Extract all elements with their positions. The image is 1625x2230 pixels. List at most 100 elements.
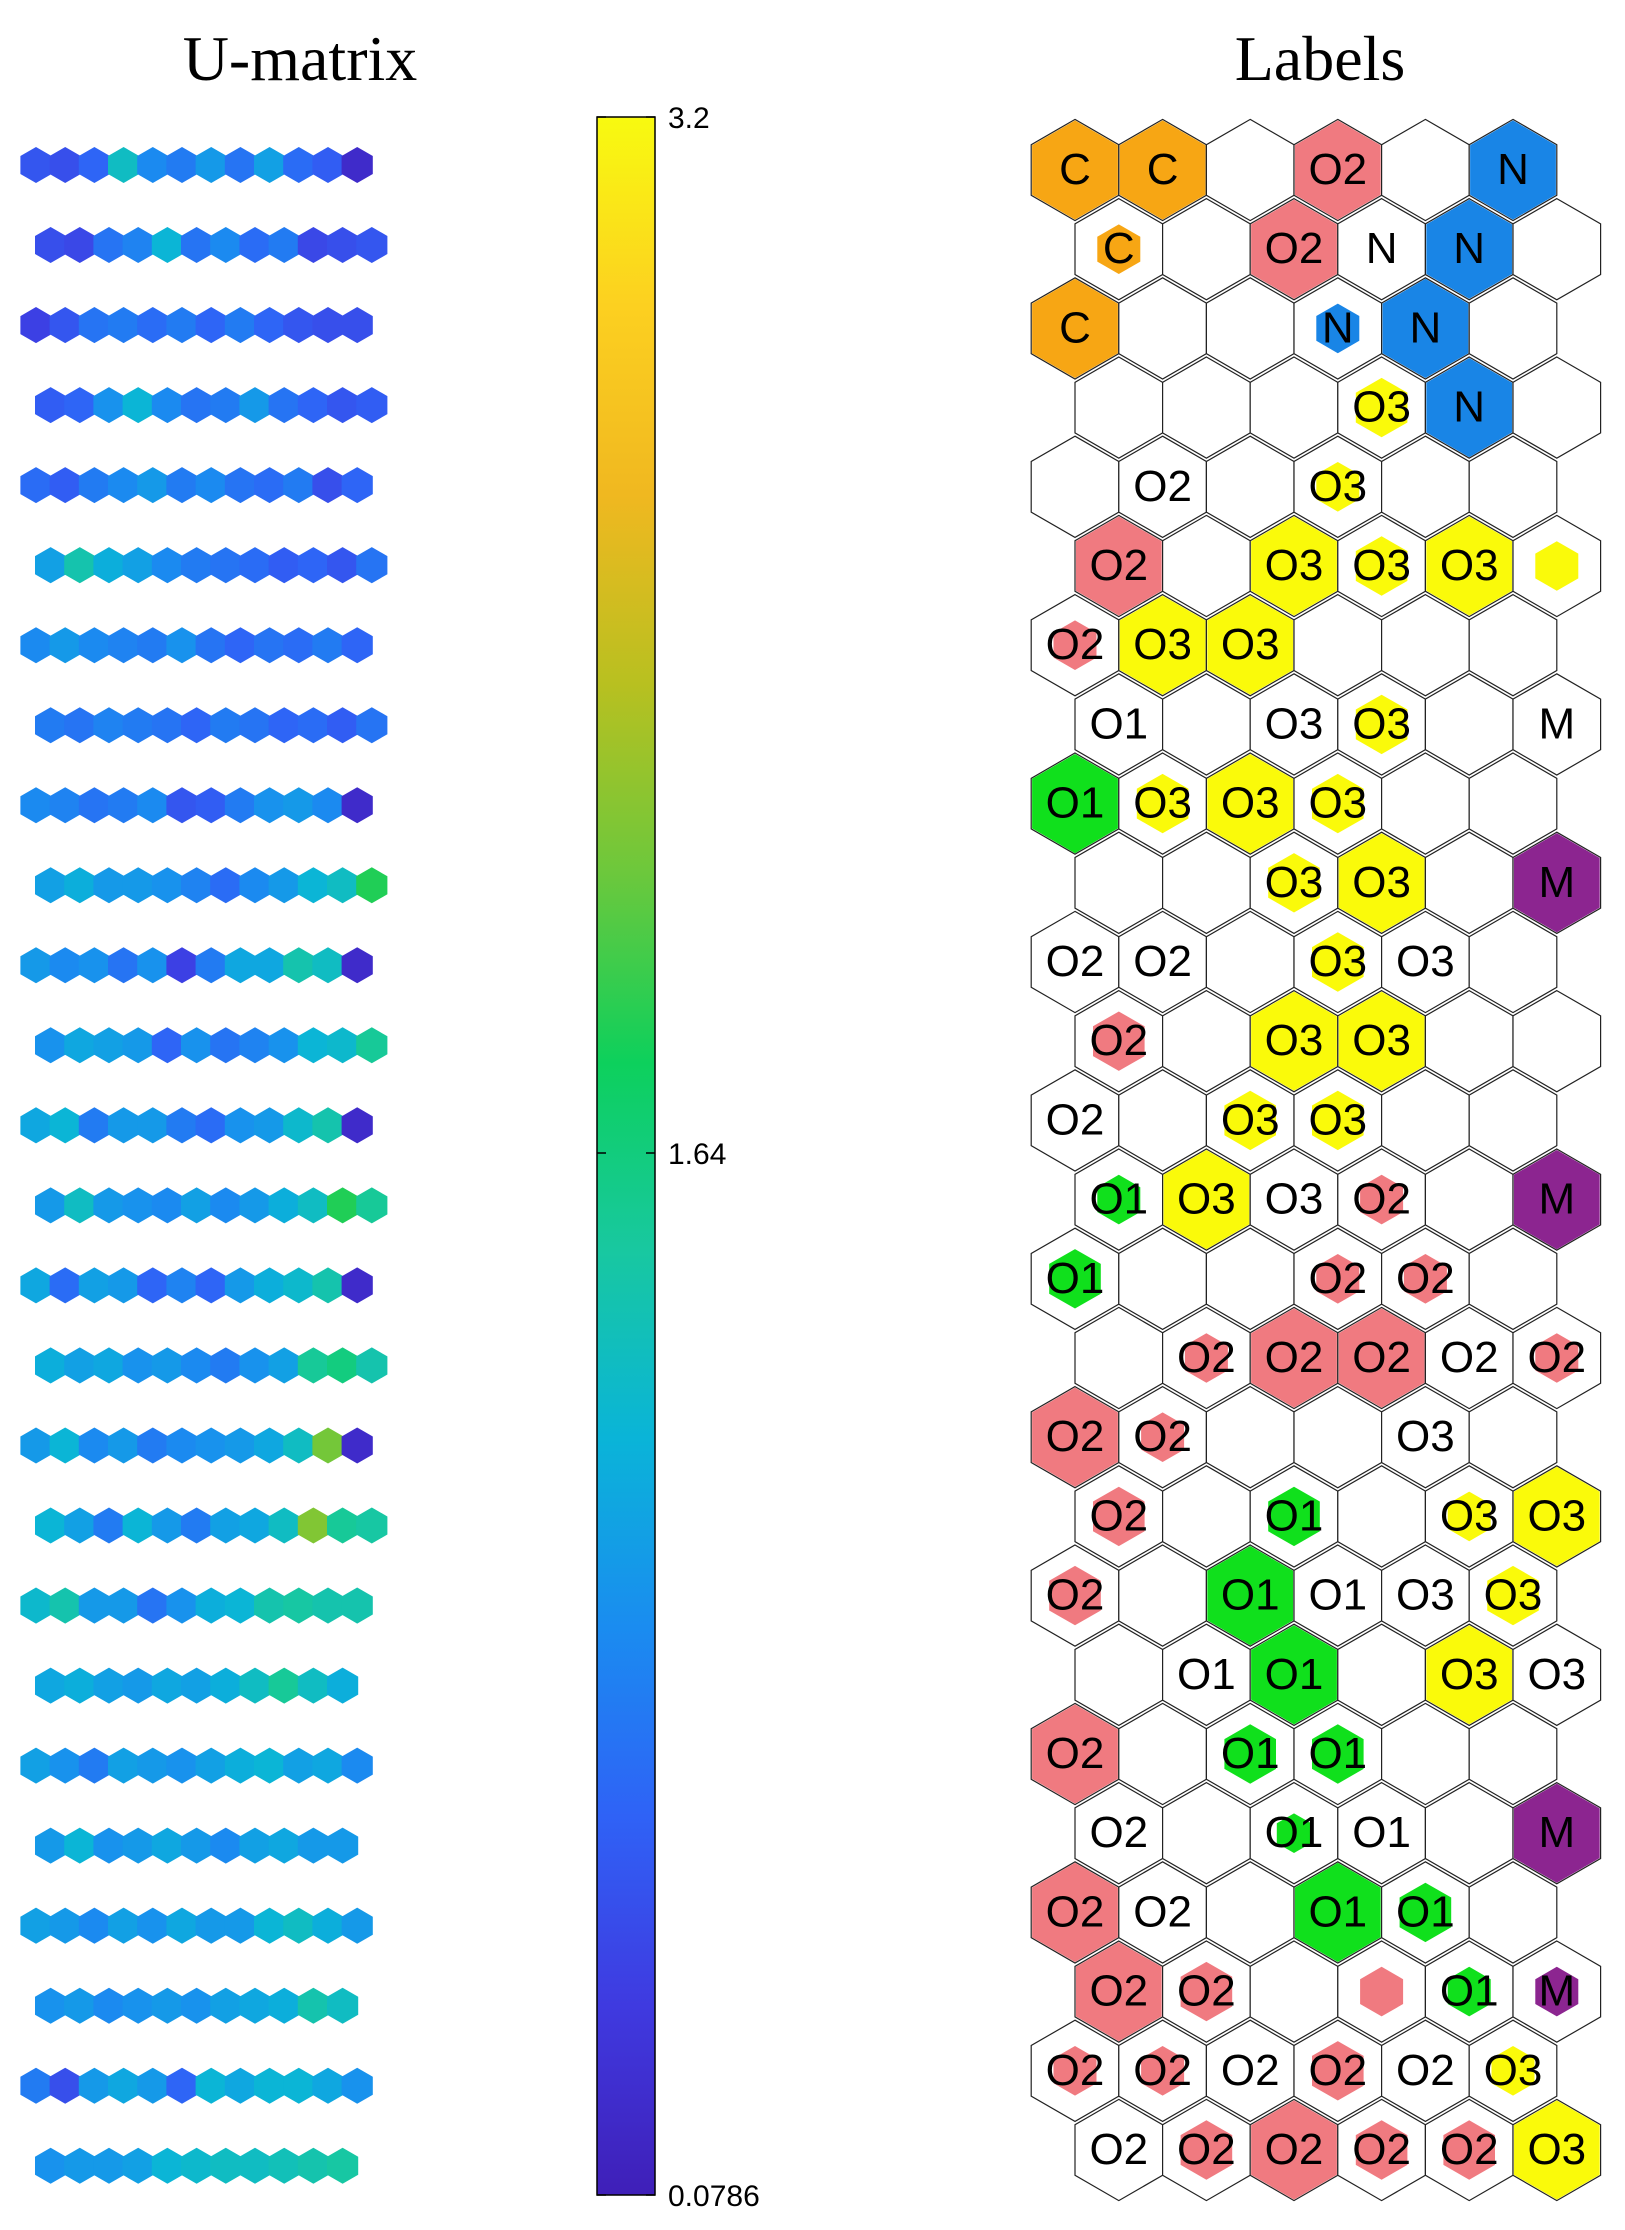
- label-text: M: [1538, 1808, 1575, 1857]
- label-text: O3: [1527, 1491, 1586, 1540]
- umatrix-cell: [341, 1747, 373, 1784]
- umatrix-cell: [297, 1347, 329, 1384]
- label-cell: [1030, 435, 1120, 539]
- umatrix-cell: [181, 1667, 213, 1704]
- umatrix-cell: [151, 387, 183, 424]
- umatrix-cell: [283, 1747, 315, 1784]
- umatrix-cell: [151, 867, 183, 904]
- umatrix-cell: [35, 1187, 67, 1224]
- umatrix-cell: [327, 707, 359, 744]
- umatrix-cell: [254, 1107, 286, 1144]
- umatrix-cell: [283, 2067, 315, 2104]
- umatrix-cell: [341, 1587, 373, 1624]
- umatrix-cell: [210, 1827, 242, 1864]
- umatrix-cell: [356, 1347, 388, 1384]
- umatrix-cell: [35, 1507, 67, 1544]
- umatrix-cell: [64, 707, 96, 744]
- label-text: O2: [1133, 462, 1192, 511]
- umatrix-cell: [254, 1747, 286, 1784]
- label-hit-hex: [1224, 1090, 1276, 1151]
- umatrix-cell: [137, 947, 169, 984]
- umatrix-cell: [195, 147, 227, 183]
- label-text: O3: [1352, 541, 1411, 590]
- umatrix-cell: [268, 1827, 300, 1864]
- umatrix-cell: [283, 1907, 315, 1944]
- label-hit-hex: [1251, 991, 1337, 1091]
- umatrix-cell: [137, 787, 169, 824]
- label-text: O3: [1308, 1095, 1367, 1144]
- label-hit-hex: [1316, 303, 1360, 354]
- label-hit-hex: [1513, 1466, 1600, 1566]
- label-text: O2: [1133, 937, 1192, 986]
- label-hit-hex: [1053, 620, 1097, 670]
- umatrix-cell: [210, 1667, 242, 1704]
- label-hit-hex: [1426, 516, 1513, 616]
- label-cell: [1249, 356, 1339, 459]
- umatrix-cell: [312, 627, 344, 664]
- umatrix-cell: [20, 1107, 52, 1144]
- umatrix-cell: [195, 2067, 227, 2104]
- umatrix-cell: [151, 1187, 183, 1224]
- umatrix-cell: [49, 1907, 81, 1944]
- label-text: C: [1147, 145, 1179, 194]
- label-hit-hex: [1276, 1813, 1312, 1853]
- umatrix-cell: [210, 227, 242, 263]
- umatrix-cell: [166, 627, 198, 664]
- umatrix-cell: [356, 227, 388, 263]
- umatrix-cell: [312, 307, 344, 344]
- umatrix-cell: [224, 147, 256, 183]
- label-hit-hex: [1447, 1966, 1491, 2017]
- label-text: O3: [1265, 1016, 1324, 1065]
- label-text: O1: [1046, 779, 1105, 828]
- umatrix-cell: [78, 1587, 110, 1624]
- umatrix-cell: [239, 1507, 271, 1544]
- label-text: C: [1103, 224, 1135, 273]
- umatrix-cell: [312, 1107, 344, 1144]
- umatrix-cell: [78, 1267, 110, 1304]
- label-hit-hex: [1491, 2046, 1535, 2096]
- umatrix-cell: [297, 1027, 329, 1064]
- umatrix-grid: [20, 147, 388, 2184]
- umatrix-cell: [239, 1187, 271, 1224]
- label-text: O2: [1440, 2125, 1499, 2174]
- label-text: O2: [1352, 2125, 1411, 2174]
- umatrix-cell: [122, 1027, 154, 1064]
- labels-title: Labels: [1234, 23, 1406, 94]
- umatrix-cell: [93, 1987, 125, 2024]
- label-hit-hex: [1049, 1565, 1101, 1626]
- label-hit-hex: [1251, 1625, 1337, 1725]
- umatrix-cell: [283, 1267, 315, 1304]
- umatrix-cell: [254, 1267, 286, 1304]
- umatrix-cell: [166, 467, 198, 504]
- label-text: O3: [1221, 779, 1280, 828]
- label-text: O2: [1046, 937, 1105, 986]
- umatrix-cell: [210, 867, 242, 904]
- umatrix-cell: [151, 2147, 183, 2184]
- label-hit-hex: [1513, 1150, 1600, 1250]
- umatrix-cell: [341, 947, 373, 984]
- umatrix-cell: [210, 1027, 242, 1064]
- umatrix-cell: [35, 1667, 67, 1704]
- umatrix-cell: [20, 2067, 52, 2104]
- umatrix-cell: [239, 867, 271, 904]
- label-hit-hex: [1093, 1011, 1145, 1071]
- label-cell: [1512, 1623, 1602, 1727]
- label-text: N: [1366, 224, 1398, 273]
- umatrix-cell: [312, 467, 344, 504]
- umatrix-cell: [210, 387, 242, 424]
- umatrix-cell: [312, 1907, 344, 1944]
- umatrix-cell: [122, 1667, 154, 1704]
- label-text: O3: [1352, 383, 1411, 432]
- label-text: O1: [1396, 1887, 1455, 1936]
- umatrix-cell: [297, 1667, 329, 1704]
- label-text: O2: [1308, 145, 1367, 194]
- umatrix-cell: [195, 947, 227, 984]
- umatrix-cell: [93, 547, 125, 584]
- umatrix-cell: [35, 1027, 67, 1064]
- umatrix-cell: [151, 1347, 183, 1384]
- label-hit-hex: [1251, 1308, 1337, 1408]
- umatrix-cell: [64, 1347, 96, 1384]
- umatrix-cell: [327, 1027, 359, 1064]
- umatrix-cell: [224, 1267, 256, 1304]
